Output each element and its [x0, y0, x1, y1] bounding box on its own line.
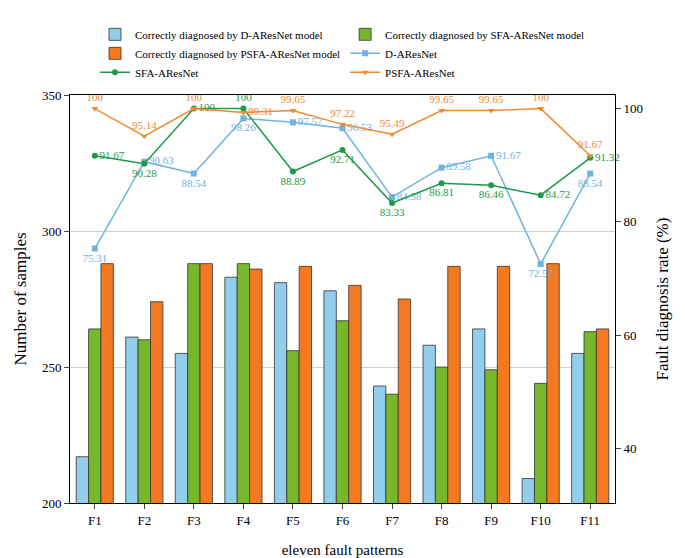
svg-text:SFA-AResNet: SFA-AResNet	[135, 67, 198, 79]
svg-text:91.67: 91.67	[496, 149, 521, 161]
svg-text:88.54: 88.54	[578, 177, 603, 189]
svg-text:95.14: 95.14	[132, 119, 157, 131]
svg-text:98.26: 98.26	[231, 121, 256, 133]
svg-text:86.46: 86.46	[479, 188, 504, 200]
svg-text:90.28: 90.28	[132, 167, 157, 179]
svg-text:Correctly diagnosed by D-AResN: Correctly diagnosed by D-AResNet model	[135, 29, 323, 41]
svg-text:200: 200	[42, 496, 62, 511]
svg-text:F8: F8	[435, 513, 449, 528]
svg-text:99.65: 99.65	[429, 93, 454, 105]
svg-text:97.57: 97.57	[298, 115, 323, 127]
svg-text:F6: F6	[336, 513, 350, 528]
svg-text:100: 100	[87, 91, 104, 103]
svg-text:72.57: 72.57	[528, 267, 553, 279]
svg-text:80: 80	[624, 214, 637, 229]
svg-text:60: 60	[624, 328, 637, 343]
svg-text:88.54: 88.54	[181, 177, 206, 189]
svg-text:95.49: 95.49	[380, 117, 405, 129]
svg-text:91.32: 91.32	[595, 151, 620, 163]
svg-text:F1: F1	[88, 513, 102, 528]
svg-text:99.65: 99.65	[281, 93, 306, 105]
svg-text:eleven fault patterns: eleven fault patterns	[282, 542, 404, 558]
svg-text:F7: F7	[385, 513, 399, 528]
svg-text:PSFA-AResNet: PSFA-AResNet	[385, 67, 454, 79]
svg-text:D-AResNet: D-AResNet	[385, 48, 437, 60]
svg-text:Correctly diagnosed by SFA-ARe: Correctly diagnosed by SFA-AResNet model	[385, 29, 584, 41]
svg-text:Correctly diagnosed by PSFA-AR: Correctly diagnosed by PSFA-AResNet mode…	[135, 48, 340, 60]
svg-text:75.31: 75.31	[82, 252, 107, 264]
svg-text:89.58: 89.58	[446, 160, 471, 172]
svg-text:96.53: 96.53	[347, 121, 372, 133]
svg-text:F11: F11	[580, 513, 600, 528]
svg-text:F10: F10	[531, 513, 551, 528]
svg-text:40: 40	[624, 441, 637, 456]
svg-text:100: 100	[186, 91, 203, 103]
svg-text:Number of samples: Number of samples	[11, 232, 30, 365]
svg-text:99.31: 99.31	[248, 105, 273, 117]
svg-text:100: 100	[532, 91, 549, 103]
svg-text:F4: F4	[237, 513, 251, 528]
svg-text:250: 250	[42, 360, 62, 375]
svg-text:91.67: 91.67	[578, 138, 603, 150]
svg-text:F5: F5	[286, 513, 300, 528]
svg-text:350: 350	[42, 88, 62, 103]
svg-text:83.33: 83.33	[380, 206, 405, 218]
svg-text:90.63: 90.63	[149, 154, 174, 166]
svg-text:F3: F3	[187, 513, 201, 528]
svg-text:F2: F2	[137, 513, 151, 528]
svg-text:100: 100	[199, 101, 216, 113]
svg-text:86.81: 86.81	[429, 186, 454, 198]
svg-text:F9: F9	[484, 513, 498, 528]
svg-text:88.89: 88.89	[281, 175, 306, 187]
svg-text:Fault diagnosis rate (%): Fault diagnosis rate (%)	[653, 218, 672, 381]
svg-text:92.71: 92.71	[330, 153, 355, 165]
svg-text:300: 300	[42, 224, 62, 239]
svg-text:100: 100	[624, 101, 644, 116]
svg-text:97.22: 97.22	[330, 107, 355, 119]
svg-text:100: 100	[235, 91, 252, 103]
svg-text:84.72: 84.72	[545, 188, 570, 200]
svg-text:91.67: 91.67	[100, 149, 125, 161]
svg-text:84.38: 84.38	[397, 190, 422, 202]
svg-text:99.65: 99.65	[479, 93, 504, 105]
